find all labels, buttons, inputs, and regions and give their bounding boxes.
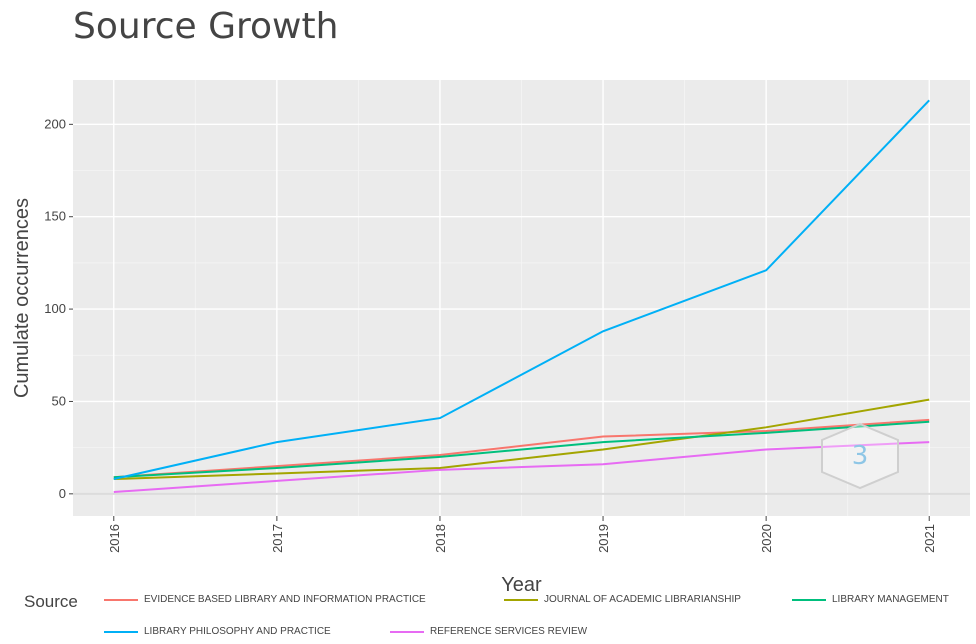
hexagon-logo-icon: 3 <box>821 422 899 490</box>
x-axis-label: Year <box>501 574 542 596</box>
y-axis-label: Cumulate occurrences <box>11 198 33 398</box>
legend-item[interactable]: JOURNAL OF ACADEMIC LIBRARIANSHIP <box>504 594 741 605</box>
legend-item[interactable]: REFERENCE SERVICES REVIEW <box>390 626 587 637</box>
legend-label: JOURNAL OF ACADEMIC LIBRARIANSHIP <box>544 594 741 605</box>
legend-swatch <box>792 598 826 601</box>
legend-item[interactable]: LIBRARY MANAGEMENT <box>792 594 949 605</box>
legend-label: EVIDENCE BASED LIBRARY AND INFORMATION P… <box>144 594 426 605</box>
legend-swatch <box>104 598 138 601</box>
legend-label: LIBRARY MANAGEMENT <box>832 594 949 605</box>
y-tick-label: 50 <box>52 393 66 408</box>
legend-item[interactable]: LIBRARY PHILOSOPHY AND PRACTICE <box>104 626 331 637</box>
legend: Source EVIDENCE BASED LIBRARY AND INFORM… <box>0 592 976 644</box>
gridlines <box>73 80 970 516</box>
series-line <box>113 398 930 481</box>
legend-title: Source <box>24 592 78 611</box>
y-axis-ticks: 0 50 100 150 200 <box>44 116 73 501</box>
x-tick-label: 2017 <box>270 524 285 553</box>
y-tick-label: 150 <box>44 209 66 224</box>
series-line <box>113 99 930 481</box>
legend-swatch <box>390 630 424 633</box>
legend-item[interactable]: EVIDENCE BASED LIBRARY AND INFORMATION P… <box>104 594 426 605</box>
x-axis-ticks: 2016 2017 2018 2019 2020 2021 <box>107 516 937 553</box>
y-tick-label: 100 <box>44 301 66 316</box>
y-tick-label: 0 <box>59 486 66 501</box>
legend-swatch <box>104 630 138 633</box>
x-tick-label: 2018 <box>433 524 448 553</box>
series-line <box>113 418 930 479</box>
chart-title: Source Growth <box>73 6 339 47</box>
x-tick-label: 2021 <box>922 524 937 553</box>
series-lines <box>113 99 930 493</box>
y-tick-label: 200 <box>44 116 66 131</box>
series-line <box>113 441 930 493</box>
svg-text:3: 3 <box>852 441 869 471</box>
series-line <box>113 420 930 479</box>
legend-label: LIBRARY PHILOSOPHY AND PRACTICE <box>144 626 331 637</box>
x-tick-label: 2016 <box>107 524 122 553</box>
legend-swatch <box>504 598 538 601</box>
x-tick-label: 2020 <box>759 524 774 553</box>
x-tick-label: 2019 <box>596 524 611 553</box>
legend-label: REFERENCE SERVICES REVIEW <box>430 626 588 637</box>
